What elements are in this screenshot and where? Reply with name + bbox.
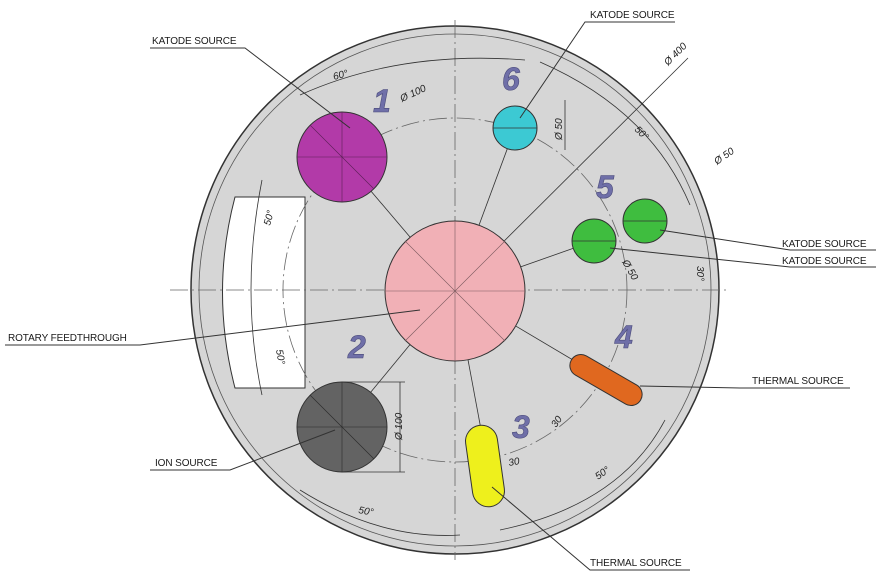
dim-angle-60: 60° xyxy=(332,68,349,83)
position-number-5: 5 xyxy=(596,169,615,205)
leader-ion xyxy=(150,429,336,471)
dim-angle-30-right: 30° xyxy=(694,266,705,281)
position-number-3: 3 xyxy=(512,409,530,445)
dim-diameter-50-source-5a: Ø 50 xyxy=(712,146,737,168)
label-katode-right-1: KATODE SOURCE xyxy=(782,239,867,250)
angle-arc-top xyxy=(299,57,526,96)
leader-katode-top-left xyxy=(150,47,351,129)
leader-thermal-bottom xyxy=(491,486,690,571)
source-1-crosshair xyxy=(297,112,387,202)
label-katode-right-2: KATODE SOURCE xyxy=(782,256,867,267)
leader-katode-right-1 xyxy=(659,229,876,251)
thermal-source-3 xyxy=(465,424,505,508)
label-rotary-feedthrough: ROTARY FEEDTHROUGH xyxy=(8,333,127,344)
dim-angle-50-left: 50° xyxy=(262,209,277,226)
leader-katode-top xyxy=(519,21,675,119)
leader-katode-right-2 xyxy=(609,247,876,268)
label-ion-source: ION SOURCE xyxy=(155,458,218,469)
angle-arc-bottom-left xyxy=(299,489,461,536)
ion-source-crosshair xyxy=(297,382,387,472)
dim-length-30-source-3: 30 xyxy=(508,456,521,469)
angle-arc-right xyxy=(539,61,691,206)
dim-diameter-100-ion: Ø 100 xyxy=(394,412,405,441)
pitch-circle xyxy=(282,117,628,463)
position-number-6: 6 xyxy=(502,61,520,97)
label-katode-top: KATODE SOURCE xyxy=(590,10,675,21)
leader-thermal-right xyxy=(639,385,850,389)
dim-diameter-400: Ø 400 xyxy=(662,41,690,69)
viewport-window xyxy=(222,196,306,389)
leader-rotary xyxy=(5,309,421,346)
label-katode-top-left: KATODE SOURCE xyxy=(152,36,237,47)
dim-diameter-50-source-6: Ø 50 xyxy=(554,118,565,141)
angle-arc-left xyxy=(250,179,263,396)
position-number-2: 2 xyxy=(347,329,366,365)
thermal-source-4 xyxy=(569,354,643,406)
hub-spokes xyxy=(385,221,525,361)
dim-angle-50-left-lower: 50° xyxy=(273,349,286,366)
dim-angle-50-bottom-left: 50° xyxy=(357,505,374,518)
angle-arc-bottom-right xyxy=(499,419,666,531)
position-number-1: 1 xyxy=(373,83,391,119)
label-thermal-right: THERMAL SOURCE xyxy=(752,376,844,387)
position-number-4: 4 xyxy=(614,319,633,355)
label-thermal-bottom: THERMAL SOURCE xyxy=(590,558,682,569)
